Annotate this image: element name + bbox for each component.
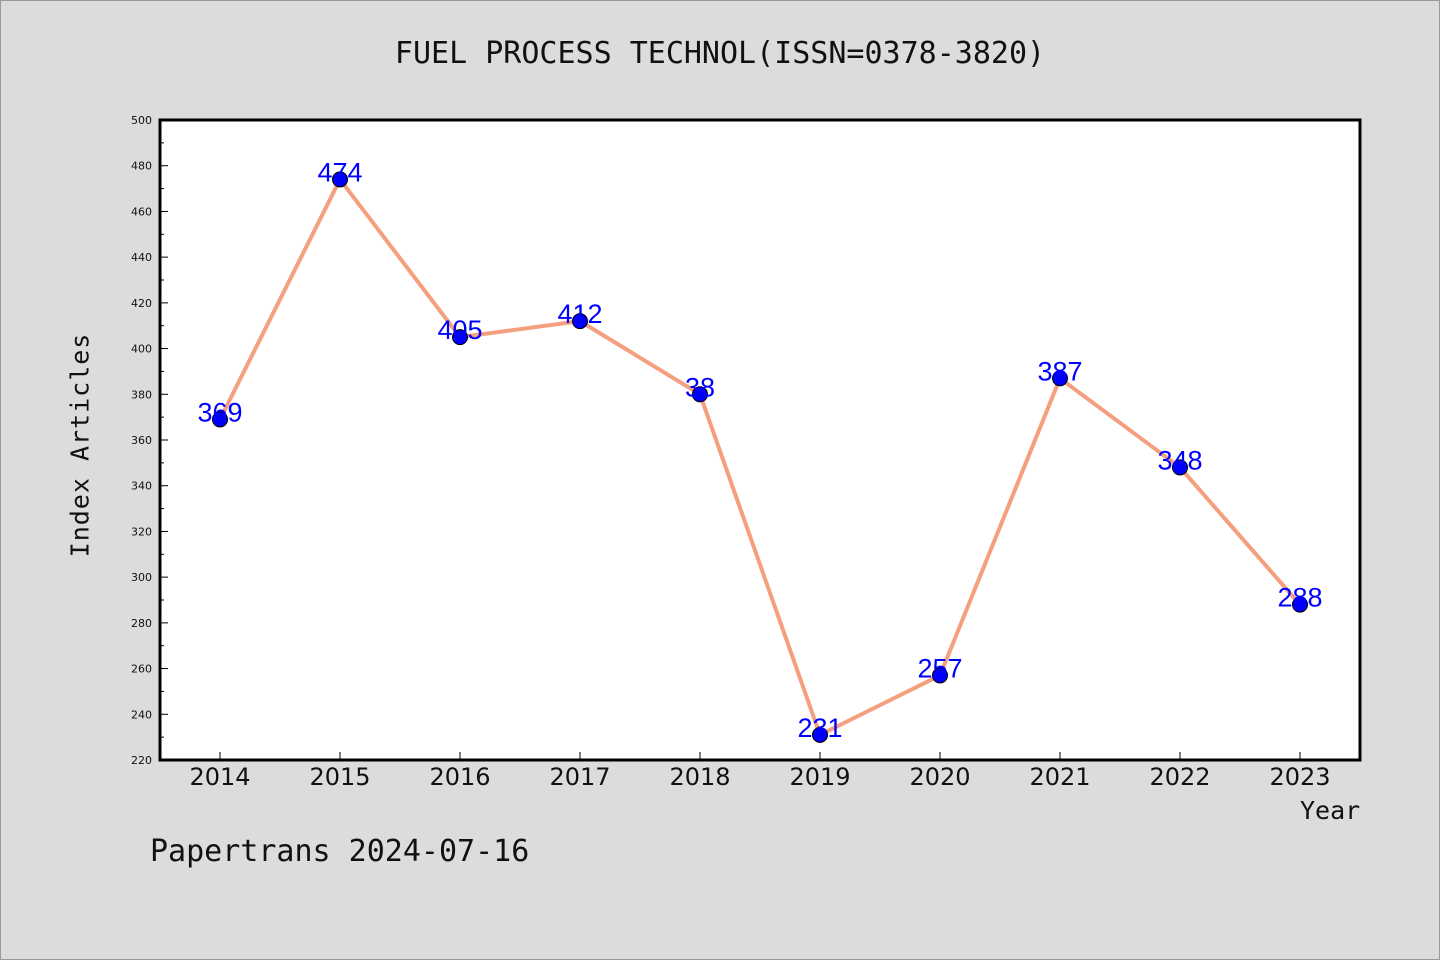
- y-tick-label: 260: [131, 663, 152, 676]
- data-point: [452, 329, 468, 346]
- x-tick-label: 2021: [1029, 763, 1090, 791]
- data-label: 387: [1037, 356, 1082, 386]
- x-tick-label: 2014: [189, 763, 250, 791]
- plot-area: [160, 120, 1360, 760]
- y-tick-label: 220: [131, 754, 152, 767]
- data-label: 348: [1157, 445, 1202, 475]
- data-point: [1172, 459, 1188, 476]
- data-label: 474: [317, 157, 362, 187]
- data-point: [212, 411, 228, 428]
- data-point: [572, 313, 588, 330]
- chart-title: FUEL PROCESS TECHNOL(ISSN=0378-3820): [394, 36, 1046, 71]
- x-tick-label: 2018: [669, 763, 730, 791]
- y-tick-label: 320: [131, 525, 152, 538]
- y-tick-label: 460: [131, 205, 152, 218]
- x-tick-label: 2019: [789, 763, 850, 791]
- x-tick-label: 2022: [1149, 763, 1210, 791]
- x-axis-title: Year: [1300, 796, 1361, 825]
- data-markers: [212, 171, 1308, 743]
- data-label: 38: [685, 372, 715, 402]
- data-label: 412: [557, 299, 602, 329]
- data-point: [932, 667, 948, 684]
- y-tick-labels: 220 240 260 280 300 320 340 360 380 400 420 440 460 4…: [131, 114, 152, 767]
- data-label: 369: [197, 397, 242, 427]
- data-point: [1052, 370, 1068, 387]
- x-tick-labels: 2014 2015 2016 2017 2018 2019 2020 2021 2022 2023: [189, 763, 1330, 791]
- data-label: 231: [797, 713, 842, 743]
- data-labels: 369 474 405 412 38 231 257 387 348 288: [197, 157, 1322, 742]
- data-point: [812, 726, 828, 743]
- data-label: 405: [437, 315, 482, 345]
- y-tick-label: 500: [131, 114, 152, 127]
- data-label: 257: [917, 653, 962, 683]
- data-point: [1292, 596, 1308, 613]
- x-tick-label: 2017: [549, 763, 610, 791]
- y-tick-label: 280: [131, 617, 152, 630]
- y-tick-label: 240: [131, 708, 152, 721]
- x-tick-label: 2015: [309, 763, 370, 791]
- y-tick-label: 300: [131, 571, 152, 584]
- x-tick-label: 2023: [1269, 763, 1330, 791]
- x-tick-label: 2016: [429, 763, 490, 791]
- y-tick-label: 440: [131, 251, 152, 264]
- y-tick-label: 480: [131, 160, 152, 173]
- y-tick-label: 400: [131, 343, 152, 356]
- footer-credit: Papertrans 2024-07-16: [150, 834, 530, 869]
- y-tick-label: 340: [131, 480, 152, 493]
- plot-border: [158, 118, 1362, 762]
- data-label: 288: [1277, 583, 1322, 613]
- series-line: [218, 177, 1302, 737]
- y-tick-label: 380: [131, 388, 152, 401]
- y-tick-label: 360: [131, 434, 152, 447]
- y-tick-label: 420: [131, 297, 152, 310]
- data-point: [692, 386, 708, 403]
- data-point: [332, 171, 348, 188]
- x-tick-label: 2020: [909, 763, 970, 791]
